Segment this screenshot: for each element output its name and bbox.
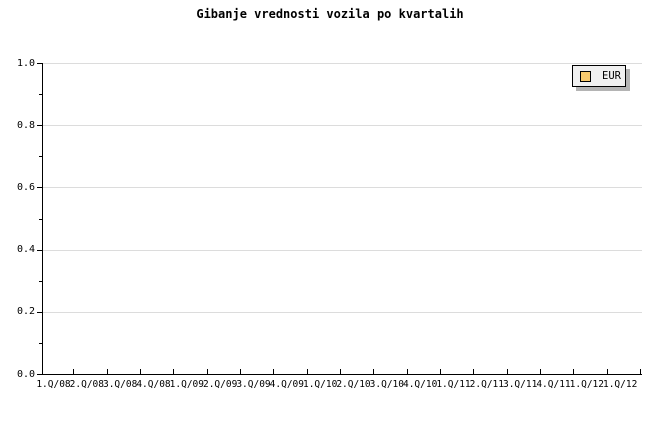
x-tick-label: 1.Q/08 [36,379,71,390]
y-tick-label: 0.6 [16,181,35,193]
y-tick-minor [39,156,42,158]
y-tick-minor [39,342,42,344]
y-tick-major [37,63,42,64]
x-tick-label: 2.Q/11 [469,379,504,390]
x-tick-label: 3.Q/09 [236,379,271,390]
gridline-y-0.6 [43,187,642,189]
plot-area [42,63,642,375]
y-tick-major [37,187,42,189]
x-tick [440,369,441,374]
x-tick [340,369,341,374]
x-tick-label: 4.Q/11 [536,379,571,390]
chart-title: Gibanje vrednosti vozila po kvartalih [196,7,464,21]
x-tick [640,369,641,374]
x-tick [173,369,175,374]
x-tick [540,369,541,374]
y-tick-major [37,374,42,375]
gridline-y-0.2 [43,311,642,313]
x-tick [240,369,241,374]
x-tick-label: 4.Q/10 [402,379,438,390]
y-tick-label: 0.8 [16,119,35,131]
y-tick-minor [39,280,42,282]
x-tick-label: 1.Q/10 [302,379,338,390]
x-tick-label: 2.Q/09 [202,379,238,390]
x-tick-label: 3.Q/08 [102,379,138,390]
x-tick [140,369,141,374]
y-tick-label: 0.4 [16,244,35,256]
x-tick-label: 1.Q/09 [169,379,204,390]
y-tick-major [37,249,42,251]
y-tick-label: 1.0 [16,57,35,69]
x-tick-label: 2.Q/08 [69,379,104,390]
y-tick-minor [39,218,42,220]
x-tick [306,369,308,374]
y-tick-minor [39,94,42,96]
x-tick-label: 3.Q/10 [369,379,404,390]
y-tick-label: 0.0 [16,368,35,380]
legend-label-eur: EUR [602,69,621,82]
x-tick-label: 4.Q/09 [269,379,304,390]
x-tick [573,369,575,374]
x-tick [106,369,108,374]
gridline-y-0.8 [43,125,642,127]
y-tick-label: 0.2 [16,306,35,318]
x-tick-label: 1.Q/12 [569,379,604,390]
x-tick-label: 4.Q/08 [136,379,171,390]
x-tick [606,369,608,374]
x-tick [406,369,408,374]
legend-swatch-eur-icon [580,70,591,82]
x-tick-label: 1.Q/11 [436,379,471,390]
x-tick [473,369,475,374]
gridline-y-0.4 [43,249,642,251]
legend: EUR [572,65,626,87]
x-tick-label: 2.Q/10 [336,379,371,390]
y-tick-major [37,311,42,313]
x-tick [373,369,375,374]
x-tick [73,369,75,374]
gridline-y-1.0 [43,63,642,64]
x-tick [206,369,208,374]
x-tick [506,369,508,374]
x-tick-label: 3.Q/11 [502,379,538,390]
y-tick-major [37,125,42,127]
x-tick-label: 1.Q/12 [602,379,638,390]
x-tick [273,369,275,374]
